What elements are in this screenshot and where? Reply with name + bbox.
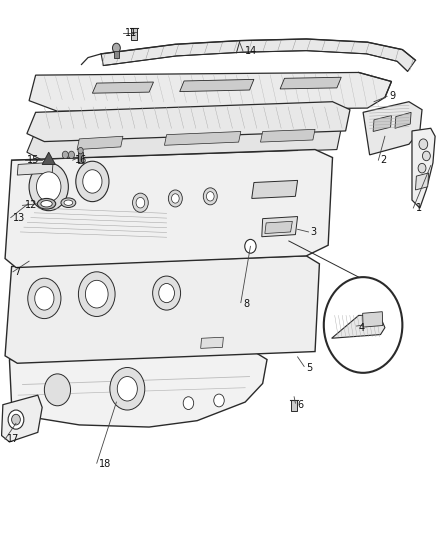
Text: 13: 13	[13, 213, 25, 223]
Ellipse shape	[41, 200, 52, 207]
Circle shape	[172, 194, 179, 203]
Polygon shape	[180, 79, 254, 92]
Text: 3: 3	[311, 227, 317, 237]
Circle shape	[113, 43, 120, 53]
Bar	[114, 51, 119, 58]
Circle shape	[136, 197, 145, 208]
Text: 16: 16	[75, 155, 87, 165]
Circle shape	[36, 172, 61, 201]
Ellipse shape	[37, 198, 56, 209]
Polygon shape	[262, 216, 297, 237]
Circle shape	[152, 276, 180, 310]
Bar	[131, 28, 137, 40]
Polygon shape	[5, 150, 332, 268]
Circle shape	[28, 278, 61, 319]
Circle shape	[35, 287, 54, 310]
Text: 8: 8	[243, 298, 249, 309]
Polygon shape	[201, 337, 223, 349]
Polygon shape	[280, 77, 341, 89]
Circle shape	[62, 151, 68, 159]
Circle shape	[68, 151, 74, 159]
Circle shape	[8, 410, 24, 429]
Circle shape	[83, 169, 102, 193]
Text: 1: 1	[416, 203, 422, 213]
Text: 6: 6	[297, 400, 304, 410]
Polygon shape	[265, 221, 292, 233]
Polygon shape	[363, 102, 422, 155]
Polygon shape	[27, 102, 350, 142]
Polygon shape	[5, 256, 319, 364]
Circle shape	[214, 394, 224, 407]
Circle shape	[117, 376, 138, 401]
Polygon shape	[29, 72, 392, 111]
Polygon shape	[416, 173, 428, 190]
Bar	[78, 152, 83, 163]
Polygon shape	[77, 136, 123, 150]
Polygon shape	[363, 312, 383, 327]
Polygon shape	[2, 395, 42, 442]
Circle shape	[423, 151, 430, 161]
Circle shape	[12, 414, 20, 425]
Polygon shape	[10, 352, 267, 427]
Circle shape	[110, 368, 145, 410]
Circle shape	[133, 193, 148, 212]
Bar	[291, 400, 297, 410]
Circle shape	[159, 284, 174, 303]
Polygon shape	[252, 180, 297, 198]
Ellipse shape	[64, 200, 73, 205]
Polygon shape	[42, 152, 55, 165]
Polygon shape	[395, 112, 411, 128]
Polygon shape	[373, 116, 392, 132]
Text: 17: 17	[7, 434, 20, 445]
Text: 11: 11	[125, 28, 138, 38]
Circle shape	[76, 161, 109, 201]
Polygon shape	[412, 128, 435, 208]
Circle shape	[29, 163, 68, 211]
Circle shape	[183, 397, 194, 409]
Circle shape	[168, 190, 182, 207]
Circle shape	[419, 139, 427, 150]
Circle shape	[245, 239, 256, 253]
Polygon shape	[27, 120, 341, 160]
Text: 14: 14	[245, 46, 258, 56]
Circle shape	[203, 188, 217, 205]
Polygon shape	[332, 316, 385, 338]
Circle shape	[85, 280, 108, 308]
Circle shape	[324, 277, 403, 373]
Text: 2: 2	[381, 155, 387, 165]
Circle shape	[418, 164, 426, 173]
Polygon shape	[92, 82, 153, 93]
Text: 18: 18	[99, 459, 111, 469]
Text: 7: 7	[14, 267, 20, 277]
Circle shape	[44, 374, 71, 406]
Text: 4: 4	[359, 322, 365, 333]
Text: 15: 15	[27, 155, 39, 165]
Circle shape	[78, 272, 115, 317]
Polygon shape	[261, 130, 315, 142]
Polygon shape	[17, 163, 53, 175]
Circle shape	[78, 148, 83, 154]
Polygon shape	[164, 132, 241, 146]
Text: 12: 12	[25, 200, 37, 211]
Polygon shape	[101, 39, 416, 71]
Text: 5: 5	[306, 362, 313, 373]
Ellipse shape	[61, 198, 76, 207]
Circle shape	[417, 177, 424, 185]
Text: 9: 9	[389, 91, 396, 101]
Circle shape	[206, 192, 214, 201]
